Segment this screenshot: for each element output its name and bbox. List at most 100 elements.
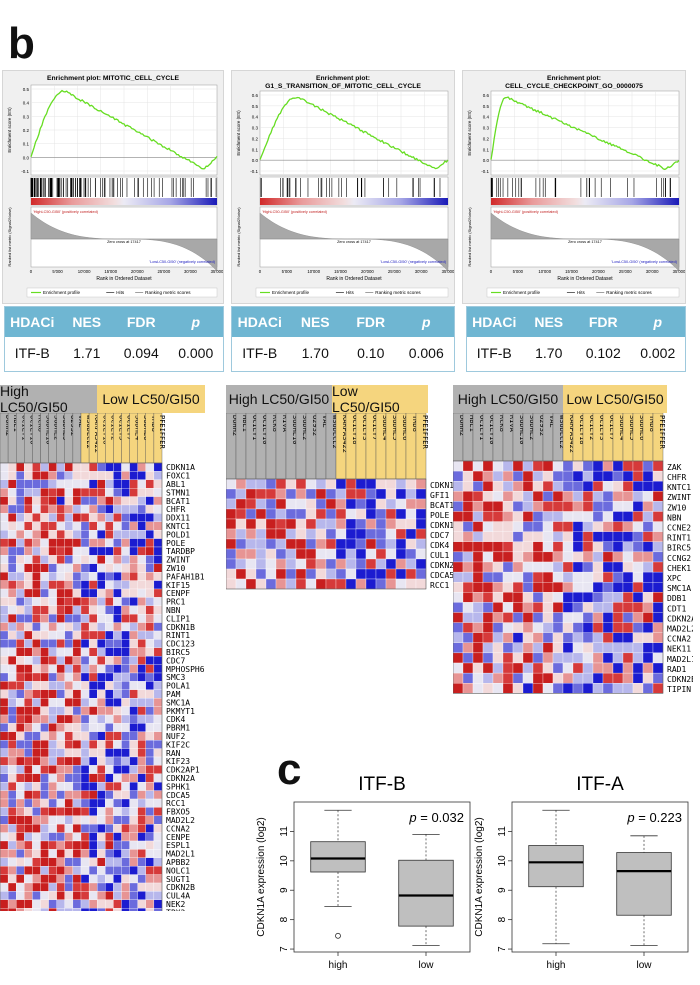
- cell-nes: 1.70: [301, 345, 329, 361]
- heatmap-cell: [32, 664, 41, 674]
- heatmap-cell: [0, 488, 9, 497]
- heatmap-cell: [612, 632, 624, 643]
- heatmap-cell: [335, 538, 347, 550]
- gene-label: ZWINT: [166, 556, 190, 565]
- heatmap-cell: [121, 555, 130, 564]
- es-tick-label: 0.1: [252, 147, 259, 152]
- heatmap-1-low-header: Low LC50/GI50: [97, 385, 205, 413]
- heatmap-cell: [612, 531, 624, 542]
- heatmap-cell: [582, 541, 594, 553]
- heatmap-cell: [522, 632, 534, 643]
- heatmap-cell: [502, 632, 514, 643]
- heatmap-cell: [492, 531, 504, 542]
- gene-label: ZW10: [166, 564, 185, 573]
- heatmap-cell: [72, 723, 82, 732]
- heatmap-cell: [385, 498, 397, 510]
- heatmap-cell: [582, 582, 594, 593]
- rank-color-bar: [31, 198, 217, 205]
- heatmap-border: [226, 478, 427, 590]
- heatmap-cell: [48, 563, 57, 573]
- heatmap-cell: [0, 563, 9, 573]
- x-tick-label: low: [636, 960, 652, 971]
- heatmap-cell: [121, 538, 130, 548]
- heatmap-cell: [32, 706, 41, 716]
- heatmap-cell: [592, 460, 604, 472]
- x-tick-label: 25'000: [157, 269, 170, 274]
- heatmap-cell: [542, 662, 554, 674]
- heatmap-cell: [88, 580, 98, 590]
- heatmap-cell: [72, 765, 82, 774]
- heatmap-cell: [512, 470, 524, 482]
- heatmap-cell: [652, 642, 664, 654]
- heatmap-cell: [315, 498, 327, 510]
- heatmap-cell: [335, 548, 347, 560]
- heatmap-cell: [492, 561, 504, 573]
- heatmap-cell: [105, 504, 114, 514]
- heatmap-cell: [482, 662, 494, 674]
- heatmap-cell: [7, 857, 17, 867]
- heatmap-cell: [80, 580, 90, 590]
- heatmap-cell: [482, 491, 494, 502]
- heatmap-cell: [105, 563, 114, 573]
- heatmap-cell: [16, 647, 25, 657]
- gene-label: RINT1: [166, 631, 190, 640]
- heatmap-cell: [121, 748, 130, 758]
- heatmap-cell: [582, 662, 594, 674]
- heatmap-cell: [462, 632, 474, 643]
- heatmap-cell: [572, 622, 584, 633]
- heatmap-cell: [97, 882, 106, 892]
- heatmap-cell: [48, 504, 57, 514]
- heatmap-cell: [572, 582, 584, 593]
- heatmap-cell: [552, 632, 564, 643]
- heatmap-cell: [542, 612, 554, 623]
- gene-label: CCNG2: [667, 554, 691, 563]
- heatmap-cell: [415, 508, 427, 520]
- cell-nes: 1.70: [535, 345, 563, 361]
- heatmap-cell: [145, 790, 155, 800]
- heatmap-cell: [245, 478, 257, 490]
- heatmap-cell: [345, 548, 357, 560]
- heatmap-cell: [129, 748, 138, 758]
- heatmap-cell: [97, 807, 106, 816]
- heatmap-cell: [265, 518, 277, 530]
- heatmap-cell: [365, 558, 377, 570]
- heatmap-cell: [325, 508, 337, 520]
- heatmap-cell: [365, 508, 377, 520]
- heatmap-cell: [7, 488, 17, 497]
- gene-label: PAFAH1B1: [166, 572, 205, 581]
- heatmap-cell: [97, 496, 106, 506]
- heatmap-cell: [129, 706, 138, 716]
- heatmap-cell: [97, 899, 106, 909]
- heatmap-cell: [97, 891, 106, 900]
- heatmap-cell: [48, 572, 57, 581]
- x-tick-label: 0: [30, 269, 33, 274]
- heatmap-cell: [16, 504, 25, 514]
- heatmap-cell: [285, 578, 297, 590]
- heatmap-cell: [40, 849, 49, 858]
- heatmap-cell: [64, 773, 74, 783]
- y-tick-label: 7: [497, 946, 508, 952]
- heatmap-cell: [129, 538, 138, 548]
- heatmap-cell: [80, 866, 90, 875]
- heatmap-cell: [16, 882, 25, 892]
- heatmap-cell: [32, 572, 41, 581]
- heatmap-cell: [145, 530, 155, 539]
- heatmap-cell: [365, 548, 377, 560]
- es-axis-label: Enrichment score (ES): [7, 107, 12, 153]
- heatmap-cell: [7, 681, 17, 690]
- gene-label: CDKN1B: [166, 623, 195, 632]
- heatmap-cell: [24, 899, 33, 909]
- heatmap-cell: [462, 612, 474, 623]
- heatmap-cell: [16, 614, 25, 623]
- x-tick-label: 5'000: [513, 269, 524, 274]
- heatmap-cell: [7, 782, 17, 791]
- heatmap-cell: [56, 555, 65, 564]
- heatmap-cell: [582, 642, 594, 654]
- heatmap-cell: [153, 773, 163, 783]
- heatmap-cell: [592, 561, 604, 573]
- gsea-plot-1: Enrichment plot: MITOTIC_CELL_CYCLE 0.5 0.…: [2, 70, 224, 304]
- heatmap-cell: [72, 706, 82, 716]
- heatmap-cell: [652, 582, 664, 593]
- heatmap-cell: [48, 899, 57, 909]
- heatmap-cell: [235, 498, 247, 510]
